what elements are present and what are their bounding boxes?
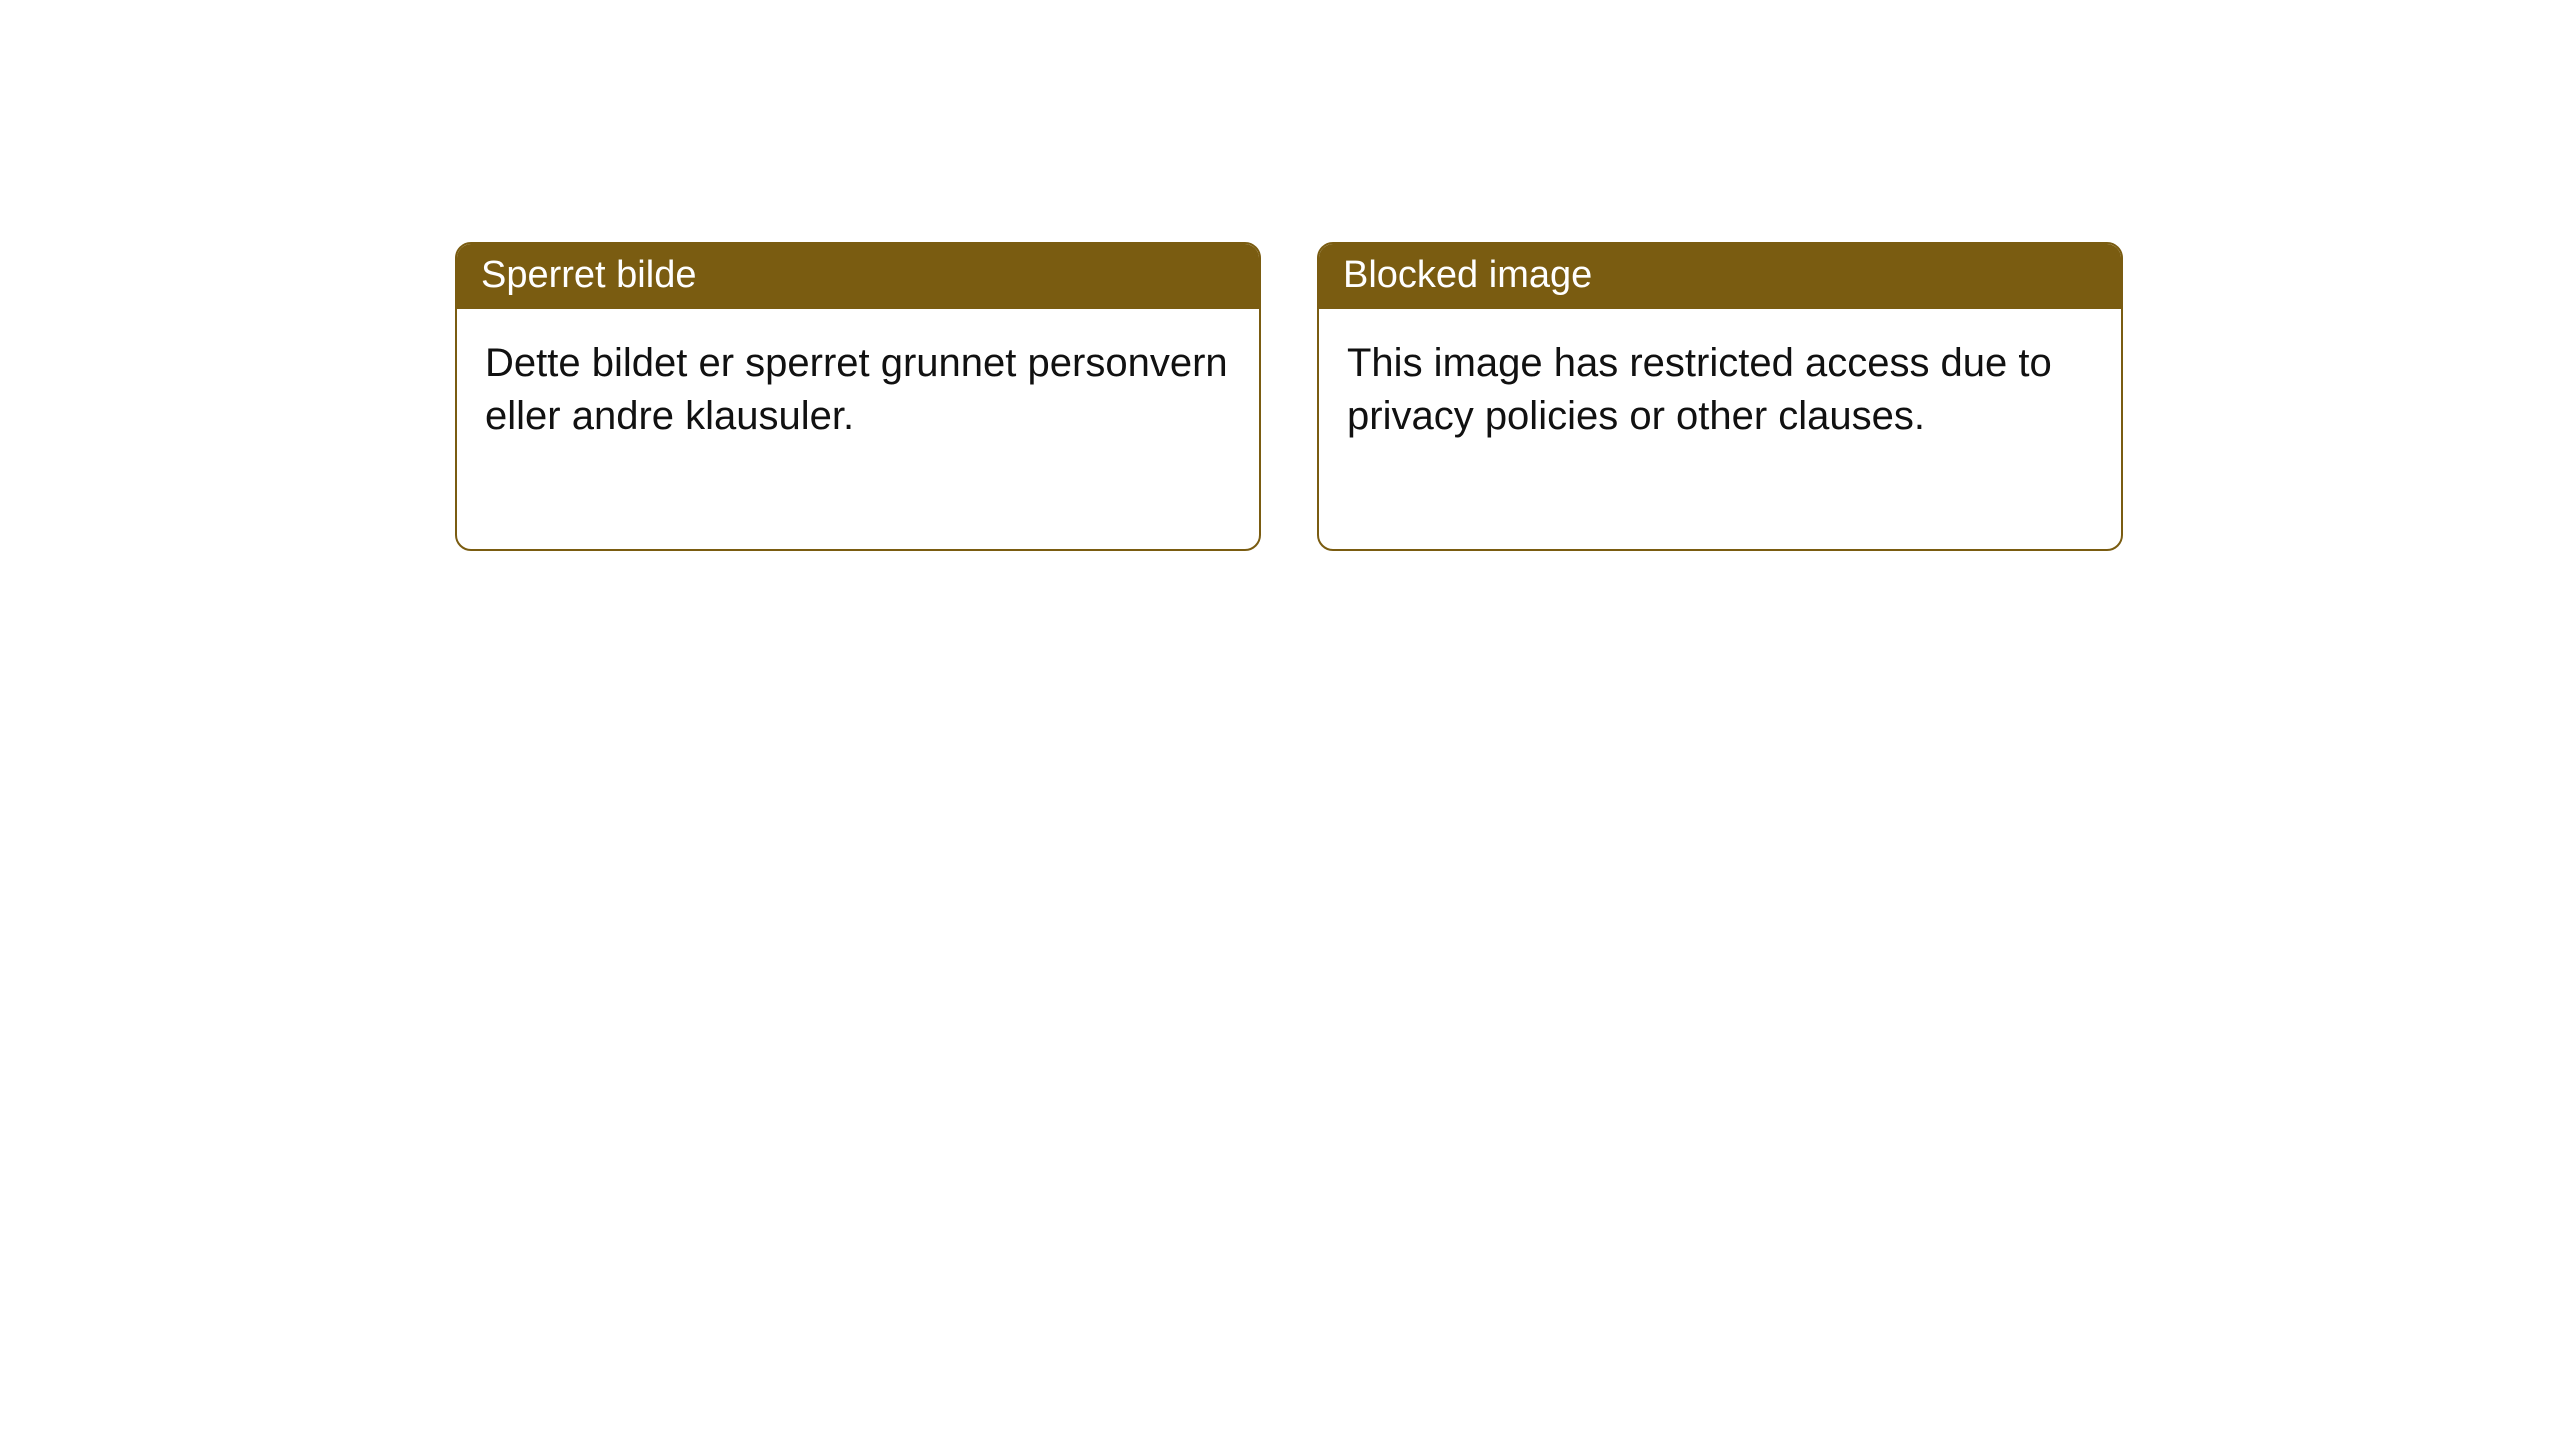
notice-container: Sperret bilde Dette bildet er sperret gr… bbox=[0, 0, 2560, 551]
notice-title: Sperret bilde bbox=[457, 244, 1259, 309]
notice-card-english: Blocked image This image has restricted … bbox=[1317, 242, 2123, 551]
notice-body: Dette bildet er sperret grunnet personve… bbox=[457, 309, 1259, 549]
notice-body: This image has restricted access due to … bbox=[1319, 309, 2121, 549]
notice-card-norwegian: Sperret bilde Dette bildet er sperret gr… bbox=[455, 242, 1261, 551]
notice-title: Blocked image bbox=[1319, 244, 2121, 309]
